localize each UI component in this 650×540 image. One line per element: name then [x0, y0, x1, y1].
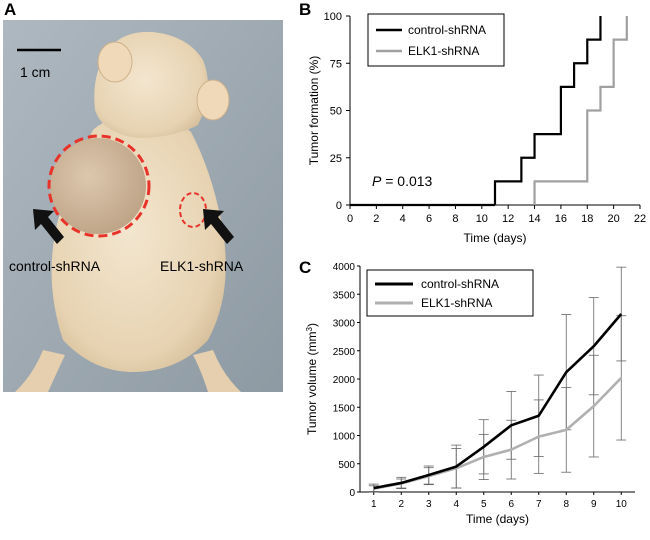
y-tick-label: 500	[338, 460, 355, 471]
mouse-leg-left	[15, 350, 65, 392]
x-tick-label: 3	[426, 499, 432, 510]
step-line-elk1	[533, 16, 628, 205]
x-tick-label: 6	[426, 213, 432, 225]
legend-label: ELK1-shRNA	[408, 44, 479, 58]
x-axis-label: Time (days)	[466, 512, 529, 526]
mouse-ear-left	[97, 41, 133, 83]
x-tick-label: 4	[400, 213, 406, 225]
y-tick-label: 2000	[333, 375, 356, 386]
x-tick-label: 12	[502, 213, 514, 225]
y-axis-label: Tumor volume (mm3)	[305, 323, 320, 435]
x-tick-label: 8	[452, 213, 458, 225]
control-shrna-label: control-shRNA	[9, 258, 101, 274]
series-line-control	[373, 313, 623, 490]
x-tick-label: 10	[616, 499, 628, 510]
y-axis-label-main: Tumor volume (mm	[305, 331, 319, 435]
y-tick-label: 0	[336, 200, 342, 212]
x-tick-label: 6	[508, 499, 514, 510]
y-tick-label: 4000	[333, 262, 356, 273]
p-value-annotation: P = 0.013	[372, 173, 433, 189]
y-tick-label: 1000	[333, 432, 356, 443]
x-tick-label: 8	[563, 499, 569, 510]
step-line-control	[493, 16, 602, 205]
x-axis-label: Time (days)	[464, 231, 527, 245]
x-tick-label: 20	[608, 213, 620, 225]
y-tick-label: 100	[324, 11, 342, 23]
panel-c-label: C	[299, 258, 312, 277]
tumor-bulge	[50, 138, 146, 234]
x-tick-label: 22	[634, 213, 646, 225]
y-axis-label-superscript: 3	[305, 326, 314, 331]
y-tick-label: 0	[349, 488, 355, 499]
y-axis-label-end: )	[305, 323, 319, 327]
legend-label: ELK1-shRNA	[421, 296, 492, 310]
mouse-ear-right	[196, 79, 230, 121]
y-tick-label: 50	[330, 106, 342, 118]
arrow-icon-left	[33, 209, 64, 244]
panel-b-label: B	[299, 0, 312, 19]
series-line-elk1	[373, 376, 623, 490]
mouse-leg-right	[193, 350, 241, 392]
arrow-icon-right	[203, 209, 234, 244]
y-tick-label: 75	[330, 58, 342, 70]
y-tick-label: 2500	[333, 347, 356, 358]
tumor-formation-chart: 0 2 4 6 8 10 12 14 16 18 20 22 0 25 50 75 100 control-sh…	[307, 11, 646, 245]
x-tick-label: 4	[453, 499, 459, 510]
panel-a-label: A	[4, 0, 17, 19]
x-tick-label: 7	[536, 499, 542, 510]
elk1-shrna-label: ELK1-shRNA	[160, 258, 244, 274]
x-tick-label: 5	[481, 499, 487, 510]
y-tick-label: 3500	[333, 290, 356, 301]
x-tick-label: 10	[476, 213, 488, 225]
x-tick-label: 0	[347, 213, 353, 225]
x-tick-label: 1	[371, 499, 377, 510]
x-tick-label: 2	[398, 499, 404, 510]
mouse-photo: 1 cm control-shRNA ELK1-shRNA	[3, 20, 283, 392]
x-tick-label: 16	[555, 213, 567, 225]
y-tick-label: 1500	[333, 403, 356, 414]
legend-box	[367, 13, 505, 67]
p-value-text: = 0.013	[381, 173, 432, 189]
legend-box	[366, 269, 534, 317]
y-tick-label: 3000	[333, 319, 356, 330]
x-tick-label: 14	[528, 213, 540, 225]
x-tick-label: 2	[373, 213, 379, 225]
control-tumor-highlight	[47, 134, 151, 238]
legend-label: control-shRNA	[421, 277, 499, 291]
y-axis-label: Tumor formation (%)	[307, 56, 321, 166]
x-tick-label: 18	[581, 213, 593, 225]
y-tick-label: 25	[330, 153, 342, 165]
x-tick-label: 9	[591, 499, 597, 510]
tumor-volume-chart: 1 2 3 4 5 6 7 8 9 10 0 500 1000 1500 2000 2500 3000 3500 4…	[305, 262, 635, 526]
p-value-symbol: P	[372, 173, 382, 189]
scale-bar-label: 1 cm	[20, 64, 50, 80]
legend-label: control-shRNA	[408, 23, 486, 37]
